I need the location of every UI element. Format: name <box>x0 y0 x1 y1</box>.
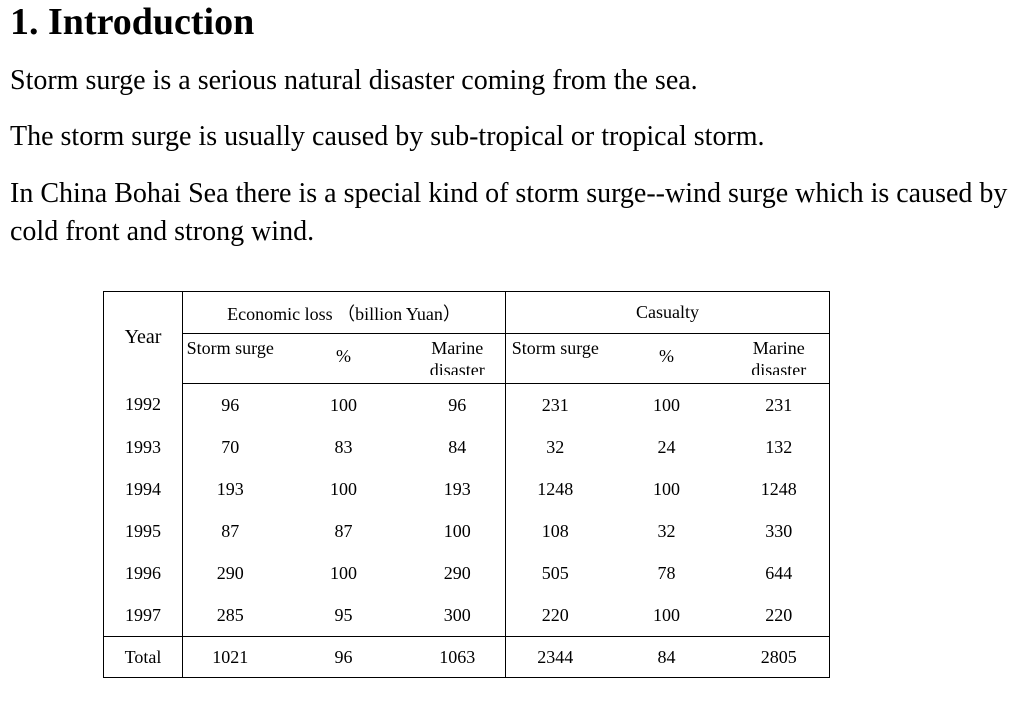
casualty-percent-header: % <box>604 333 729 384</box>
casualty-header: Casualty <box>505 291 830 334</box>
econ-percent-header: % <box>277 333 410 384</box>
table-row: 1996 290 100 290 505 78 644 <box>103 552 830 594</box>
table-cell: 1248 <box>760 478 797 499</box>
table-cell: 290 <box>409 552 507 594</box>
table-cell: 193 <box>409 468 507 510</box>
econ-marine-disaster-header: Marine disaster <box>409 333 507 384</box>
table-row: 1993 70 83 84 32 24 132 <box>103 426 830 468</box>
intro-paragraph-2: The storm surge is usually caused by sub… <box>10 121 765 152</box>
econ-storm-surge-header: Storm surge <box>182 333 278 384</box>
table-cell: 24 <box>657 436 676 457</box>
table-row: 1995 87 87 100 108 32 330 <box>103 510 830 552</box>
table-cell: 96 <box>409 383 507 426</box>
table-cell: 100 <box>330 562 357 583</box>
year-cell: 1992 <box>103 383 183 426</box>
table-group-header-row: Year Economic loss （billion Yuan） Casual… <box>103 291 830 384</box>
table-cell: 330 <box>765 520 793 541</box>
table-cell: 220 <box>765 604 793 625</box>
table-cell: 100 <box>653 478 681 499</box>
year-cell: 1994 <box>103 468 183 510</box>
table-cell: 84 <box>409 426 507 468</box>
table-cell: 505 <box>541 562 569 583</box>
table-cell: 285 <box>216 604 244 625</box>
table-cell: 231 <box>541 394 569 415</box>
year-cell: 1997 <box>103 594 183 637</box>
table-cell: 300 <box>409 594 507 637</box>
table-cell: 100 <box>330 478 357 499</box>
table-cell: 87 <box>334 520 353 541</box>
table-subheader-row: Storm surge % Marine disaster Storm surg… <box>104 333 830 384</box>
table-cell: 95 <box>334 604 353 625</box>
table-cell: 108 <box>541 520 569 541</box>
table-row: 1992 96 100 96 231 100 231 <box>103 383 830 426</box>
table-row: 1994 193 100 193 1248 100 1248 <box>103 468 830 510</box>
table-cell: 96 <box>221 394 240 415</box>
year-cell: 1993 <box>103 426 183 468</box>
casualty-storm-surge-header: Storm surge <box>505 333 605 384</box>
table-cell: 100 <box>653 394 681 415</box>
table-cell: 100 <box>653 604 681 625</box>
page-title: 1. Introduction <box>10 1 255 43</box>
year-cell: 1995 <box>103 510 183 552</box>
storm-surge-loss-table: Year Economic loss （billion Yuan） Casual… <box>103 291 831 678</box>
table-cell: 84 <box>604 636 729 678</box>
casualty-marine-disaster-header: Marine disaster <box>728 333 830 384</box>
table-cell: 1248 <box>537 478 574 499</box>
table-cell: 290 <box>216 562 244 583</box>
table-cell: 231 <box>765 394 793 415</box>
table-cell: 70 <box>221 436 240 457</box>
table-cell: 2344 <box>505 636 605 678</box>
table-cell: 132 <box>765 436 793 457</box>
intro-paragraph-3: In China Bohai Sea there is a special ki… <box>10 178 1008 247</box>
total-label: Total <box>103 636 183 678</box>
table-cell: 1021 <box>182 636 278 678</box>
table-cell: 644 <box>765 562 793 583</box>
table-cell: 32 <box>657 520 676 541</box>
year-column-header: Year <box>103 291 183 384</box>
table-cell: 193 <box>216 478 244 499</box>
table-total-row: Total 1021 96 1063 2344 84 2805 <box>103 636 830 678</box>
intro-paragraph-1: Storm surge is a serious natural disaste… <box>10 65 698 96</box>
table-cell: 32 <box>546 436 565 457</box>
table-cell: 78 <box>657 562 676 583</box>
economic-loss-header: Economic loss （billion Yuan） <box>182 291 507 334</box>
table-cell: 87 <box>221 520 240 541</box>
table-cell: 96 <box>277 636 410 678</box>
table-cell: 100 <box>330 394 357 415</box>
table-cell: 2805 <box>728 636 830 678</box>
table-cell: 1063 <box>409 636 507 678</box>
table-row: 1997 285 95 300 220 100 220 <box>103 594 830 637</box>
table-cell: 100 <box>409 510 507 552</box>
table-cell: 220 <box>541 604 569 625</box>
year-cell: 1996 <box>103 552 183 594</box>
table-cell: 83 <box>334 436 353 457</box>
